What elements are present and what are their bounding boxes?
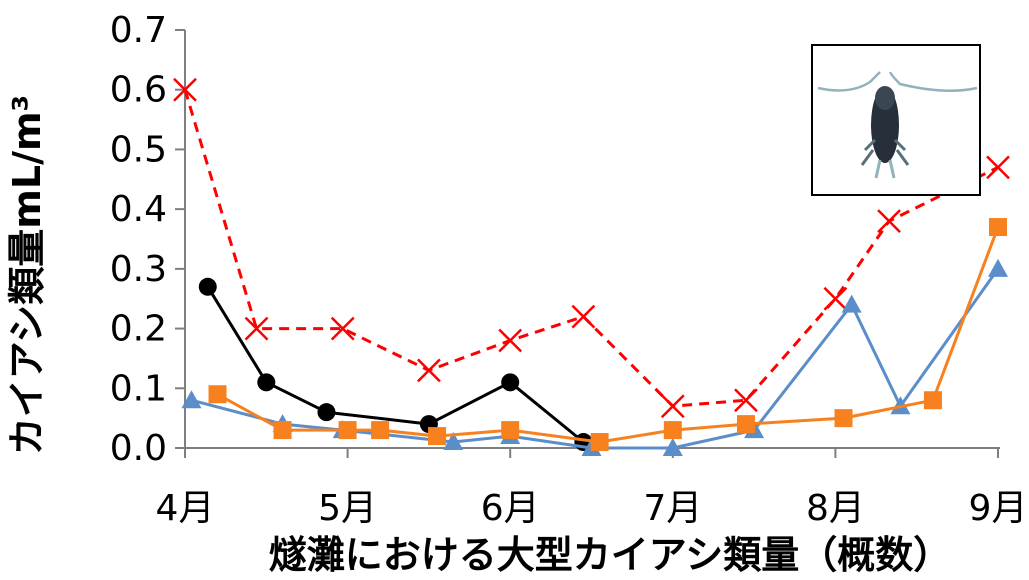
data-point <box>736 415 755 434</box>
series-line <box>216 226 1000 444</box>
data-point <box>986 155 1010 180</box>
data-point <box>173 77 197 102</box>
y-tick-label: 0.2 <box>110 309 167 350</box>
data-point <box>428 427 447 446</box>
data-point <box>663 421 682 440</box>
data-point <box>208 385 227 404</box>
data-point <box>841 294 862 313</box>
data-point <box>571 304 596 329</box>
y-tick-label: 0.1 <box>110 368 167 409</box>
data-point <box>660 394 685 419</box>
x-tick-label: 8月 <box>806 488 865 529</box>
data-point <box>371 421 390 440</box>
y-axis-title: カイアシ類量mL/m³ <box>5 95 49 455</box>
x-tick-label: 9月 <box>969 488 1028 529</box>
x-tick-label: 7月 <box>643 488 702 529</box>
data-point <box>988 258 1008 277</box>
series-line <box>206 286 585 444</box>
y-tick-label: 0.3 <box>110 249 167 290</box>
data-point <box>734 388 758 413</box>
series-3 <box>181 258 1008 456</box>
x-tick-label: 5月 <box>318 488 377 529</box>
axes: 0.0 0.1 0.2 0.3 0.4 0.5 0.6 0.7 4月 5月 6月 7月 8月 9月 <box>110 10 1028 529</box>
y-tick-label: 0.7 <box>110 10 167 51</box>
data-point <box>834 409 853 428</box>
series-1 <box>173 77 1010 419</box>
data-point <box>330 316 355 341</box>
data-point <box>317 403 336 422</box>
data-point <box>417 358 441 383</box>
data-point <box>877 209 901 233</box>
copepod-inset-photo <box>811 44 981 196</box>
x-tick-label: 6月 <box>481 488 540 529</box>
data-point <box>989 218 1007 237</box>
y-tick-label: 0.0 <box>110 428 167 469</box>
y-tick-label: 0.6 <box>110 70 167 111</box>
series-line <box>183 89 999 408</box>
x-tick-label: 4月 <box>156 488 215 529</box>
data-point <box>590 433 609 452</box>
y-tick-label: 0.4 <box>110 189 167 230</box>
data-point <box>181 390 202 409</box>
data-point <box>338 421 357 440</box>
series-4 <box>208 218 1007 452</box>
data-point <box>823 286 848 311</box>
series-2 <box>198 277 593 452</box>
data-point <box>257 373 276 392</box>
data-point <box>273 421 292 440</box>
data-point <box>244 316 269 341</box>
data-point <box>662 438 683 456</box>
data-point <box>501 421 520 440</box>
data-point <box>443 432 464 451</box>
y-tick-label: 0.5 <box>110 129 167 170</box>
series-layer <box>173 77 1010 456</box>
data-point <box>498 328 523 353</box>
data-point <box>198 277 217 296</box>
x-axis-title: 燧灘における大型カイアシ類量（概数） <box>269 533 951 577</box>
data-point <box>923 391 942 410</box>
series-line <box>191 268 1000 450</box>
data-point <box>501 373 520 392</box>
